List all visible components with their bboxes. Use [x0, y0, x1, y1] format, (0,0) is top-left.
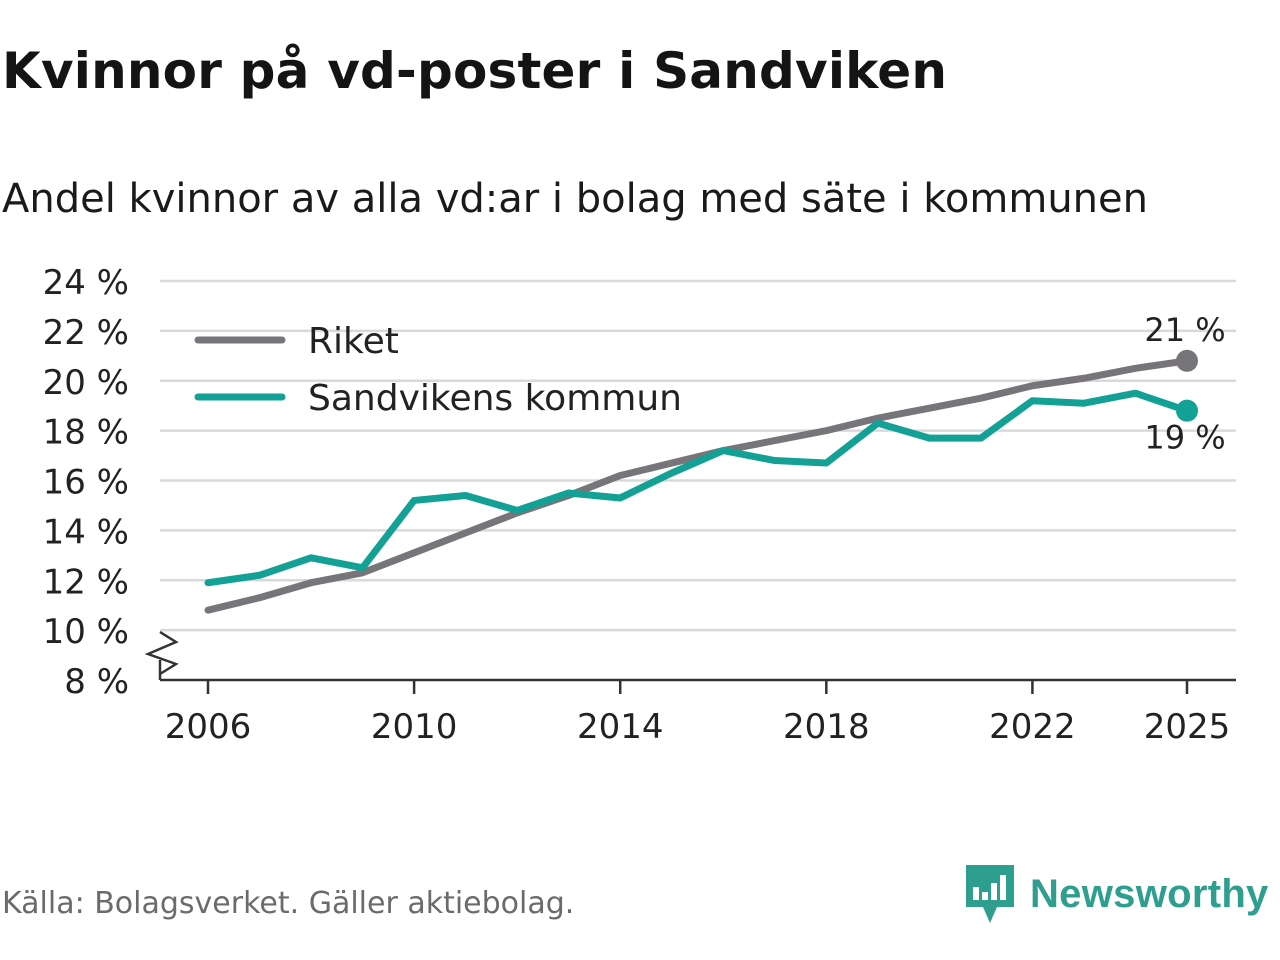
y-tick-label: 18 %	[43, 413, 129, 453]
chart-title: Kvinnor på vd-poster i Sandviken	[2, 42, 948, 100]
brand-name: Newsworthy	[1030, 871, 1269, 916]
series-line-1	[204, 389, 1191, 587]
y-tick-label: 14 %	[43, 512, 129, 552]
x-tick-label: 2010	[371, 707, 458, 747]
series-lines	[204, 349, 1198, 614]
x-tick-label: 2022	[989, 707, 1076, 747]
newsworthy-logo-icon	[966, 865, 1014, 923]
series-line-0	[204, 357, 1191, 614]
end-label-1: 19 %	[1144, 419, 1225, 457]
grid-lines	[160, 279, 1236, 632]
axis-break-icon	[144, 630, 179, 676]
series-endpoint-0	[1176, 349, 1198, 372]
brand-logo: Newsworthy	[964, 862, 1269, 926]
axes: 8 % 10 % 12 % 14 % 16 % 18 % 20 % 22 % 24 % 2006 2…	[43, 263, 1236, 747]
source-note: Källa: Bolagsverket. Gäller aktiebolag.	[2, 886, 575, 921]
x-tick-label: 2006	[165, 707, 252, 747]
x-tick-label: 2014	[577, 707, 664, 747]
end-label-0: 21 %	[1144, 311, 1225, 349]
y-tick-label: 12 %	[43, 562, 129, 602]
y-tick-label: 20 %	[43, 363, 129, 403]
y-tick-label: 22 %	[43, 313, 129, 353]
series-endpoint-1	[1176, 399, 1198, 422]
line-chart: 8 % 10 % 12 % 14 % 16 % 18 % 20 % 22 % 24 % 2006 2…	[43, 263, 1236, 747]
x-tick-label: 2018	[783, 707, 870, 747]
legend-label-0: Riket	[308, 321, 399, 362]
legend: Riket Sandvikens kommun	[194, 321, 682, 419]
y-tick-label: 24 %	[43, 263, 129, 303]
y-tick-label: 10 %	[43, 612, 129, 652]
chart-subtitle: Andel kvinnor av alla vd:ar i bolag med …	[2, 176, 1148, 222]
end-labels: 21 % 19 %	[1144, 311, 1225, 457]
legend-label-1: Sandvikens kommun	[308, 378, 682, 419]
y-tick-label: 16 %	[43, 463, 129, 503]
x-tick-label: 2025	[1144, 707, 1231, 747]
y-tick-label: 8 %	[64, 662, 129, 702]
